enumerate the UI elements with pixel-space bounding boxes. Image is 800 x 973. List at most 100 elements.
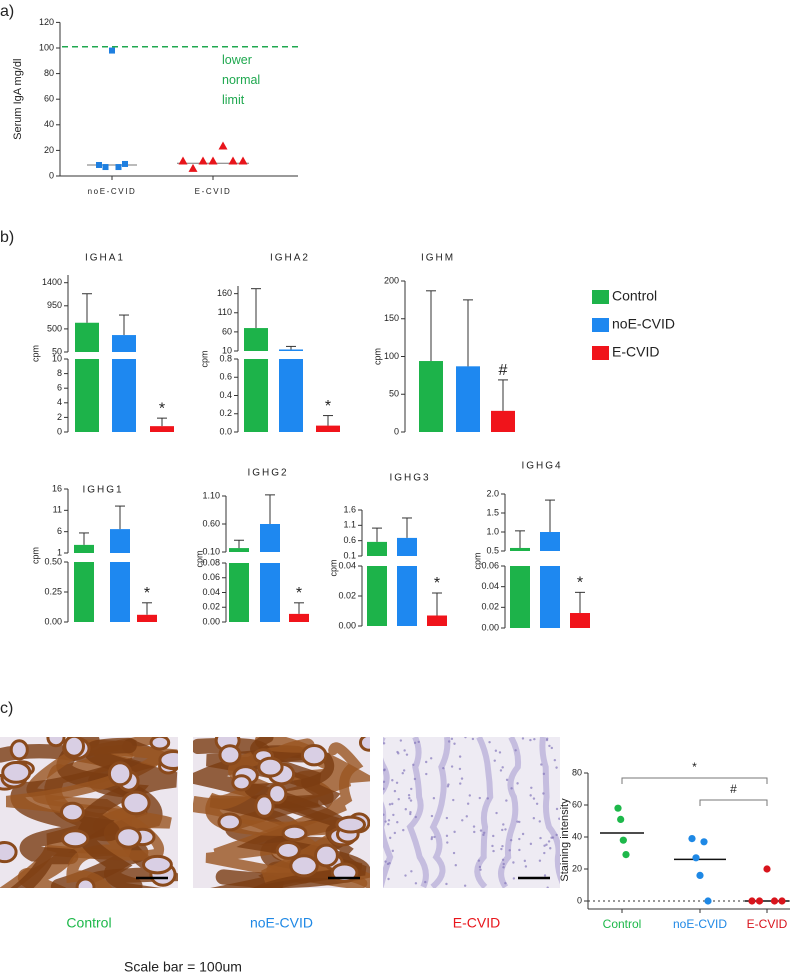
- y-tick-label: 1: [57, 547, 62, 557]
- legend-label: E-CVID: [612, 344, 659, 360]
- nucleus: [391, 849, 395, 853]
- nucleus: [538, 859, 542, 862]
- chart-title: IGHG4: [521, 461, 562, 472]
- nucleus: [430, 814, 434, 818]
- nucleus: [518, 820, 521, 824]
- nucleus: [383, 768, 386, 771]
- y-tick-label: 500: [47, 323, 62, 333]
- bar: [112, 335, 136, 352]
- nucleus: [403, 749, 406, 752]
- bar: [397, 566, 417, 626]
- y-tick-label: 0.02: [202, 602, 220, 612]
- micrograph-caption: Control: [66, 915, 111, 931]
- nucleus: [409, 799, 413, 802]
- point: [755, 897, 764, 905]
- nucleus: [463, 884, 467, 887]
- legend-swatch: [592, 290, 609, 304]
- nucleus: [509, 838, 513, 842]
- y-tick-label: 16: [52, 483, 62, 493]
- chart-title: IGHG3: [389, 473, 430, 484]
- villus: [429, 737, 451, 888]
- nucleus: [542, 772, 546, 776]
- nucleus: [529, 794, 532, 797]
- y-tick-label: 0.0: [219, 426, 232, 436]
- nucleus: [543, 874, 547, 877]
- crypt: [300, 744, 328, 767]
- y-tick-label: 0.04: [338, 560, 356, 570]
- crypt: [142, 854, 173, 875]
- y-tick-label: 1.0: [486, 526, 499, 536]
- nucleus: [500, 847, 503, 851]
- nucleus: [446, 785, 450, 788]
- nucleus: [391, 779, 394, 782]
- nucleus: [454, 863, 457, 867]
- nucleus: [409, 812, 412, 816]
- nucleus: [464, 737, 467, 739]
- nucleus: [387, 822, 390, 826]
- y-tick-label: 0: [49, 170, 54, 180]
- point: [115, 164, 122, 171]
- nucleus: [542, 792, 545, 795]
- nucleus: [473, 830, 476, 834]
- y-tick-label: 8: [57, 368, 62, 378]
- bar: [229, 563, 249, 622]
- nucleus: [494, 749, 498, 752]
- y-tick-label: 10: [222, 345, 232, 355]
- point: [617, 815, 625, 824]
- nucleus: [535, 802, 539, 805]
- panel-label: c): [0, 700, 13, 717]
- bar: [260, 563, 280, 622]
- nucleus: [397, 798, 400, 801]
- bar: [510, 566, 530, 628]
- nucleus: [545, 738, 549, 742]
- nucleus: [504, 881, 507, 885]
- y-tick-label: 110: [218, 307, 232, 317]
- bar: [244, 359, 268, 432]
- y-tick-label: 0.1: [343, 550, 356, 560]
- nucleus: [404, 808, 407, 811]
- point: [692, 854, 700, 862]
- bar: [75, 322, 99, 352]
- bar: [260, 524, 280, 552]
- nucleus: [543, 851, 546, 855]
- y-tick-label: 10: [52, 353, 62, 363]
- y-tick-label: 20: [44, 145, 54, 155]
- nucleus: [446, 841, 449, 844]
- nucleus: [549, 847, 552, 850]
- nucleus: [391, 802, 394, 806]
- crypt: [281, 824, 308, 842]
- nucleus: [458, 767, 462, 771]
- crypt: [115, 826, 142, 849]
- nucleus: [466, 802, 470, 805]
- nucleus: [395, 781, 399, 785]
- nucleus: [488, 740, 491, 744]
- crypt: [358, 737, 370, 752]
- reference-annotation: lower normal limit: [222, 53, 261, 107]
- nucleus: [558, 817, 560, 820]
- y-tick-label: 0.6: [219, 372, 232, 382]
- nucleus: [502, 866, 505, 869]
- crypt: [149, 737, 171, 751]
- y-tick-label: 0.2: [219, 408, 232, 418]
- nucleus: [539, 836, 542, 840]
- nucleus: [529, 738, 532, 742]
- nucleus: [516, 820, 519, 823]
- y-tick-label: 0.00: [481, 622, 499, 632]
- nucleus: [543, 844, 546, 847]
- nucleus: [530, 786, 533, 789]
- nucleus: [523, 859, 527, 863]
- y-tick-label: 0.00: [202, 616, 220, 626]
- nucleus: [384, 860, 387, 863]
- nucleus: [465, 815, 468, 818]
- micrograph-caption: noE-CVID: [250, 915, 313, 931]
- nucleus: [387, 819, 391, 822]
- nucleus: [479, 868, 482, 871]
- nucleus: [493, 759, 496, 762]
- nucleus: [459, 782, 462, 785]
- y-tick-label: 40: [572, 831, 582, 841]
- nucleus: [512, 877, 516, 880]
- micrograph-background: [383, 737, 560, 888]
- chart-title: IGHM: [421, 253, 455, 264]
- nucleus: [445, 882, 448, 886]
